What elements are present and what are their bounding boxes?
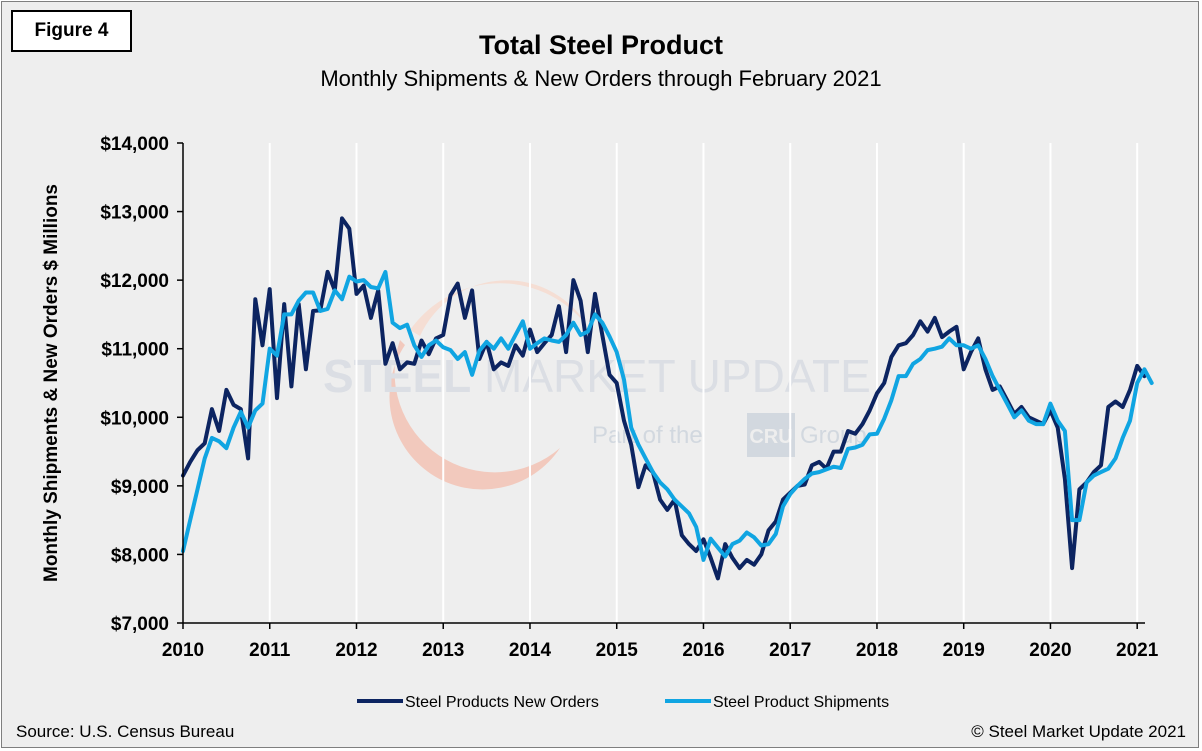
watermark-line2: Part of the (592, 422, 703, 449)
x-tick-label: 2019 (943, 640, 985, 661)
series-line-shipments (181, 269, 1154, 562)
x-tick-label: 2015 (596, 640, 639, 661)
y-tick-label: $12,000 (100, 271, 169, 292)
figure-label: Figure 4 (11, 10, 132, 52)
x-tick-label: 2017 (769, 640, 811, 661)
legend: Steel Products New Orders Steel Product … (357, 694, 889, 711)
y-axis-label: Monthly Shipments & New Orders $ Million… (41, 184, 62, 582)
y-tick-labels: $7,000 $8,000 $9,000 $10,000 $11,000 $12,000 $… (100, 134, 183, 635)
x-tick-label: 2020 (1029, 640, 1071, 661)
y-tick-label: $11,000 (101, 340, 169, 361)
watermark-arc-icon (410, 280, 590, 336)
legend-item-new-orders: Steel Products New Orders (357, 694, 599, 711)
legend-item-shipments: Steel Product Shipments (665, 694, 889, 711)
y-tick-label: $10,000 (100, 408, 169, 429)
chart-title: Total Steel Product (478, 30, 724, 60)
y-tick-label: $13,000 (100, 203, 169, 224)
axes (182, 143, 1145, 624)
y-tick-label: $14,000 (100, 134, 169, 155)
source-note: Source: U.S. Census Bureau (16, 722, 235, 741)
x-tick-label: 2021 (1116, 640, 1159, 661)
x-tick-label: 2012 (335, 640, 377, 661)
watermark-arc-icon (389, 340, 560, 490)
y-tick-label: $7,000 (111, 614, 169, 635)
x-tick-labels: 2010 2011 2012 2013 2014 2015 2016 2017 2018 2019… (162, 623, 1159, 661)
x-tick-label: 2014 (509, 640, 552, 661)
series-line-new-orders (181, 216, 1147, 581)
legend-label-shipments: Steel Product Shipments (713, 694, 889, 711)
y-tick-label: $8,000 (111, 545, 169, 566)
watermark-line1: STEEL MARKET UPDATE (323, 350, 871, 402)
x-tick-label: 2013 (422, 640, 464, 661)
x-tick-label: 2016 (682, 640, 724, 661)
chart-subtitle: Monthly Shipments & New Orders through F… (320, 66, 882, 91)
x-tick-label: 2011 (249, 640, 291, 661)
cru-logo-text: CRU (749, 426, 792, 448)
cru-logo-icon (747, 413, 795, 457)
legend-label-new-orders: Steel Products New Orders (405, 694, 599, 711)
x-tick-label: 2018 (856, 640, 898, 661)
x-tick-label: 2010 (162, 640, 204, 661)
series-group (181, 216, 1154, 581)
y-tick-label: $9,000 (111, 477, 169, 498)
copyright-note: © Steel Market Update 2021 (971, 722, 1186, 741)
